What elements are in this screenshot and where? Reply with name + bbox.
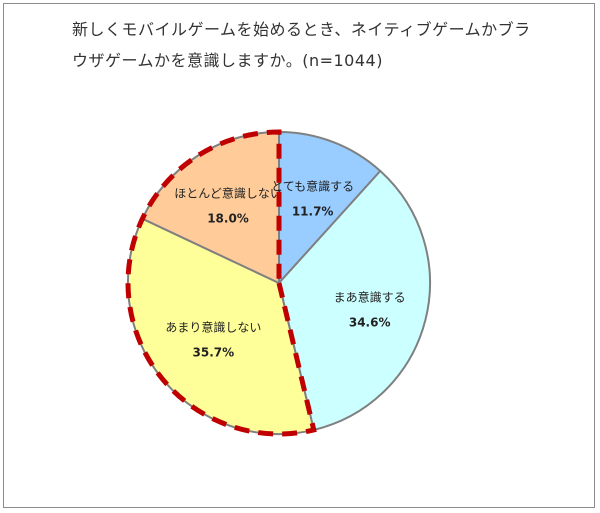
slice-2-label: まあ意識する bbox=[334, 289, 406, 304]
slice-4-label: ほとんど意識しない bbox=[174, 186, 282, 201]
slice-1-label: とても意識する bbox=[271, 179, 354, 194]
slice-3-value-label: 35.7% bbox=[193, 345, 235, 359]
slice-1-value-label: 11.7% bbox=[292, 205, 334, 219]
chart-title: 新しくモバイルゲームを始めるとき、ネイティブゲームかブラウザゲームかを意識します… bbox=[72, 20, 531, 70]
pie-labels: とても意識する 11.7% まあ意識する 34.6% あまり意識しない 35.7% ほとんど… bbox=[165, 179, 405, 360]
slice-1-wedge bbox=[278, 130, 382, 286]
slice-4-value-label: 18.0% bbox=[207, 212, 249, 226]
slice-3-label: あまり意識しない bbox=[165, 319, 261, 334]
slice-2-wedge bbox=[277, 169, 431, 432]
slice-2-value-label: 34.6% bbox=[349, 315, 391, 329]
highlight-dashed-outline bbox=[125, 129, 317, 437]
